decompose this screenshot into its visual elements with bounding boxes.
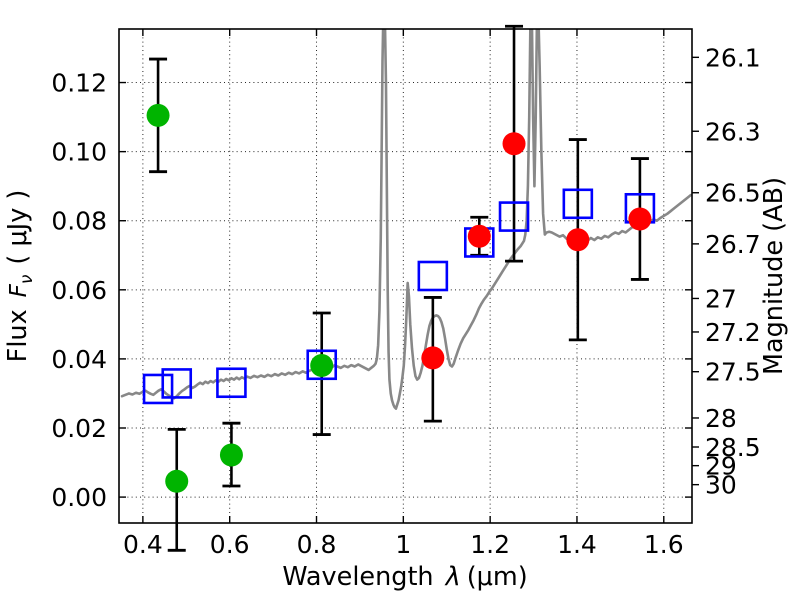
- model-square-marker-6: [498, 201, 530, 232]
- data-point-red-observed-photometry-2: [502, 132, 526, 156]
- y2-tick-label-9: 29: [705, 452, 737, 481]
- model-square-marker-1: [161, 368, 193, 399]
- axis-labels: Wavelength λ (μm) FluxFν( μJy ) Magnitude …: [3, 177, 789, 592]
- y-axis-right-label: Magnitude (AB): [759, 177, 789, 375]
- y2-tick-label-0: 26.1: [705, 43, 761, 72]
- data-point-red-observed-photometry-3: [566, 228, 590, 252]
- x-tick-label-0: 0.4: [123, 530, 163, 559]
- y-tick-label-6: 0.12: [51, 69, 107, 98]
- x-tick-label-6: 1.6: [644, 530, 684, 559]
- y2-tick-label-3: 26.7: [705, 230, 761, 259]
- observed-photometry-points: [146, 103, 652, 493]
- model-square-marker-0: [142, 373, 174, 405]
- x-tick-label-3: 1: [395, 530, 411, 559]
- y2-tick-label-6: 27.5: [705, 358, 761, 387]
- error-bars: [149, 24, 649, 552]
- x-tick-label-5: 1.4: [557, 530, 597, 559]
- data-point-green-observed-photometry-1: [165, 469, 189, 493]
- y2-tick-label-4: 27: [705, 284, 737, 313]
- grid-lines: [119, 29, 692, 523]
- data-point-red-observed-photometry-1: [467, 224, 491, 248]
- y-axis-left-label: FluxFν( μJy ): [3, 190, 37, 363]
- model-spectrum-curve: [120, 29, 692, 410]
- x-axis-label: Wavelength λ (μm): [282, 562, 527, 592]
- model-square-marker-4: [417, 260, 449, 292]
- data-point-green-observed-photometry-3: [310, 353, 334, 377]
- x-tick-label-4: 1.2: [470, 530, 510, 559]
- axes-frame: [118, 28, 693, 524]
- y-tick-label-5: 0.10: [51, 138, 107, 167]
- y-tick-label-2: 0.04: [51, 345, 107, 374]
- data-point-green-observed-photometry-0: [146, 103, 170, 127]
- y2-tick-label-2: 26.5: [705, 179, 761, 208]
- y2-tick-label-7: 28: [705, 404, 737, 433]
- y2-tick-label-5: 27.2: [705, 318, 761, 347]
- y-tick-label-1: 0.02: [51, 414, 107, 443]
- y2-tick-label-1: 26.3: [705, 117, 761, 146]
- tick-marks: [119, 29, 699, 523]
- model-square-marker-2: [216, 367, 247, 399]
- data-point-red-observed-photometry-0: [421, 346, 445, 370]
- tick-labels: 0.4 0.6 0.8 1 1.2 1.4 1.6 0.00 0.02 0.04 0.06 0.08 0…: [51, 43, 760, 559]
- y2-tick-label-10: 30: [705, 471, 737, 500]
- data-point-green-observed-photometry-2: [219, 443, 243, 467]
- y2-tick-label-8: 28.5: [705, 433, 761, 462]
- y-tick-label-0: 0.00: [51, 483, 107, 512]
- axes-frame-rect: [118, 28, 693, 524]
- best-fit-spectrum-path: [120, 29, 692, 410]
- x-tick-label-2: 0.8: [297, 530, 337, 559]
- y-tick-label-4: 0.08: [51, 207, 107, 236]
- model-square-marker-7: [562, 188, 594, 220]
- x-tick-label-1: 0.6: [210, 530, 250, 559]
- y-tick-label-3: 0.06: [51, 276, 107, 305]
- model-square-marker-3: [306, 349, 338, 381]
- data-point-red-observed-photometry-4: [628, 207, 652, 231]
